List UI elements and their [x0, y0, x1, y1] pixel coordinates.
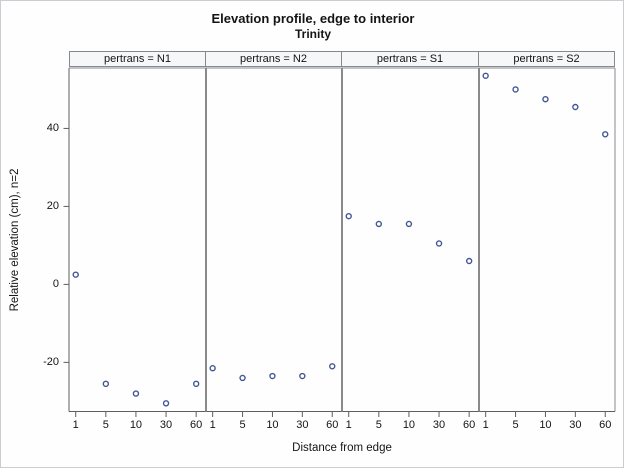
y-tick-label: 0 [52, 278, 59, 291]
panel-header-label: pertrans = S2 [513, 53, 580, 65]
x-tick-label: 5 [239, 419, 246, 431]
y-tick-label: -20 [43, 356, 59, 369]
x-tick-label: 1 [345, 419, 352, 431]
scatter-point-S1-1 [345, 212, 352, 220]
scatter-point-N2-1 [209, 365, 216, 372]
x-tick-label: 10 [266, 419, 279, 431]
x-tick-label: 5 [375, 419, 382, 431]
scatter-point-N1-1 [72, 271, 79, 278]
scatter-point-S2-60 [602, 131, 609, 138]
x-tick-label: 30 [296, 419, 309, 431]
scatter-point-N1-5 [102, 380, 110, 388]
x-tick-label: 10 [129, 419, 143, 431]
panel-header-N2: pertrans = N2 [206, 51, 342, 67]
scatter-point-N1-60 [192, 380, 200, 388]
x-tick-label: 10 [402, 419, 416, 431]
scatter-point-N2-60 [329, 363, 336, 370]
chart-title: Elevation profile, edge to interior [211, 11, 415, 26]
chart-subtitle: Trinity [294, 27, 331, 41]
x-tick-label: 30 [159, 419, 173, 431]
x-tick-label: 30 [569, 419, 582, 431]
panel-header-label: pertrans = S1 [376, 53, 444, 65]
x-tick-label: 30 [432, 419, 446, 431]
panel-header-S2: pertrans = S2 [479, 51, 615, 67]
scatter-point-S1-5 [375, 220, 383, 228]
panel-header-S1: pertrans = S1 [342, 51, 479, 67]
scatter-point-N2-5 [239, 374, 246, 382]
panel-header-N1: pertrans = N1 [69, 51, 206, 67]
scatter-point-S2-10 [542, 95, 549, 103]
panel-header-label: pertrans = N1 [104, 53, 171, 65]
scatter-point-S1-30 [435, 240, 443, 247]
panel-header-label: pertrans = N2 [240, 53, 307, 65]
scatter-point-S1-10 [405, 220, 413, 228]
x-tick-label: 10 [539, 419, 552, 431]
scatter-point-N2-30 [299, 372, 306, 380]
scatter-point-S2-5 [512, 86, 519, 93]
scatter-point-N2-10 [269, 372, 276, 380]
scatter-point-S1-60 [465, 257, 473, 265]
x-axis-label: Distance from edge [292, 442, 392, 454]
x-tick-label: 1 [482, 419, 489, 431]
x-tick-label: 5 [102, 419, 109, 431]
x-tick-label: 1 [72, 419, 79, 431]
scatter-point-S2-30 [572, 103, 579, 111]
x-tick-label: 1 [209, 419, 216, 431]
x-tick-label: 5 [512, 419, 519, 431]
x-tick-label: 60 [599, 419, 612, 431]
scatter-point-S2-1 [482, 72, 489, 79]
scatter-point-N1-30 [162, 400, 170, 407]
scatter-point-N1-10 [132, 390, 140, 397]
y-tick-label: 40 [46, 122, 59, 135]
x-tick-label: 60 [326, 419, 339, 431]
x-tick-label: 60 [190, 419, 203, 431]
x-tick-label: 60 [463, 419, 476, 431]
y-tick-label: 20 [46, 200, 59, 213]
